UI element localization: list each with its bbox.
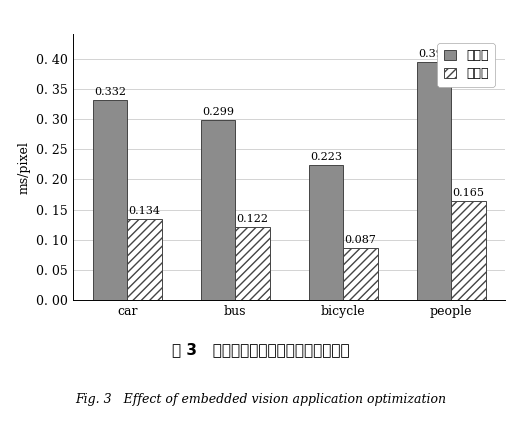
Text: 0.122: 0.122 xyxy=(237,214,268,224)
Y-axis label: ms/pixel: ms/pixel xyxy=(18,141,31,194)
Text: 0.134: 0.134 xyxy=(129,206,160,216)
Legend: 优化前, 优化后: 优化前, 优化后 xyxy=(437,43,495,87)
Text: 0.332: 0.332 xyxy=(94,87,126,97)
Text: 0.087: 0.087 xyxy=(344,235,376,245)
Bar xyxy=(451,201,486,300)
Bar xyxy=(343,248,378,300)
Text: Fig. 3   Effect of embedded vision application optimization: Fig. 3 Effect of embedded vision applica… xyxy=(75,393,446,406)
Text: 0.165: 0.165 xyxy=(452,187,485,197)
Bar xyxy=(201,120,235,300)
Bar xyxy=(93,100,127,300)
Bar xyxy=(127,219,162,300)
Text: 图 3   嵌入式机器视觉应用程序优化结果: 图 3 嵌入式机器视觉应用程序优化结果 xyxy=(172,342,349,357)
Bar xyxy=(417,62,451,300)
Text: 0.299: 0.299 xyxy=(202,106,234,117)
Text: 0.223: 0.223 xyxy=(310,152,342,163)
Bar xyxy=(235,227,270,300)
Bar xyxy=(308,166,343,300)
Text: 0.394: 0.394 xyxy=(418,49,450,59)
